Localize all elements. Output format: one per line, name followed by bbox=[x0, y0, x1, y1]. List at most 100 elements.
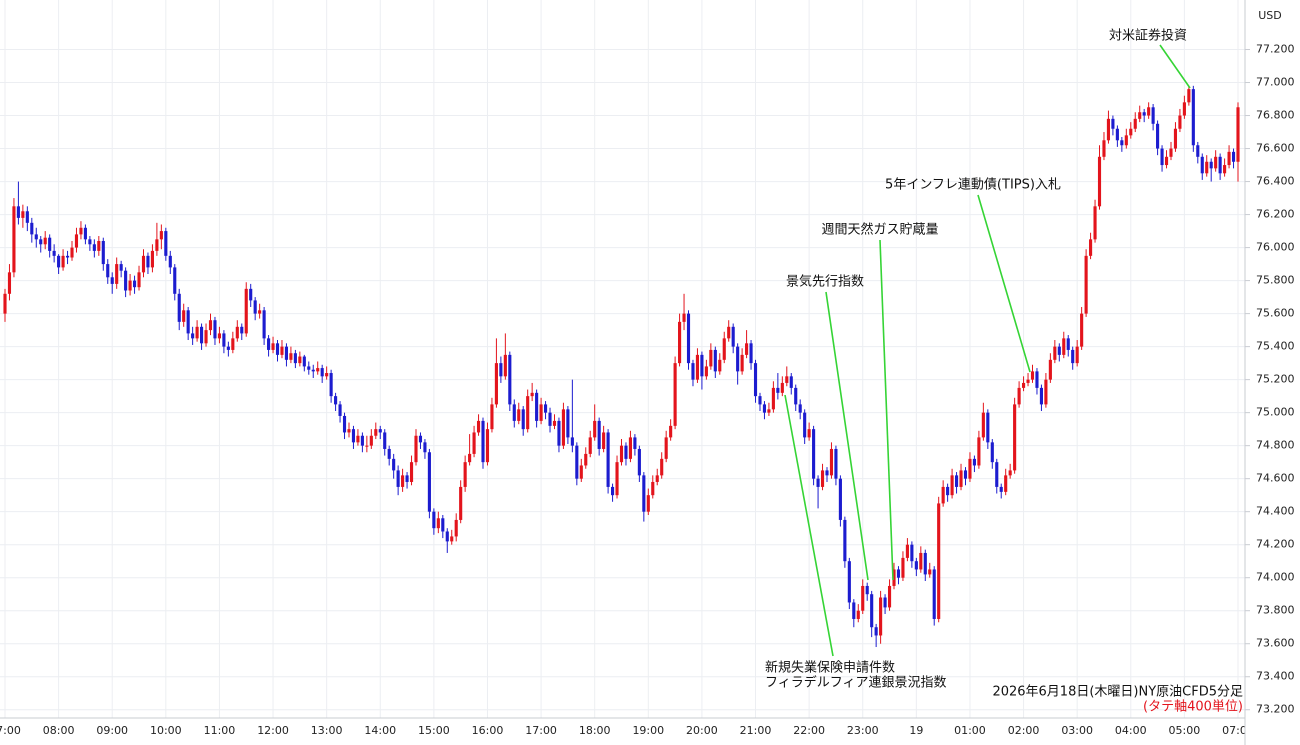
x-tick-label: 07:00 bbox=[0, 724, 21, 737]
candle-body bbox=[177, 293, 181, 322]
candle-body bbox=[92, 244, 96, 251]
candle-body bbox=[1013, 404, 1017, 471]
candle-body bbox=[968, 458, 972, 479]
x-tick-label: 13:00 bbox=[311, 724, 343, 737]
candle-body bbox=[110, 277, 114, 284]
candle-body bbox=[633, 437, 637, 449]
candle-body bbox=[946, 486, 950, 496]
candle-body bbox=[182, 310, 186, 322]
y-tick-label: 73.600 bbox=[1256, 637, 1295, 650]
candle-body bbox=[155, 239, 159, 251]
candle-body bbox=[597, 420, 601, 449]
candle-body bbox=[1084, 255, 1088, 314]
candle-body bbox=[503, 354, 507, 377]
candle-body bbox=[106, 264, 110, 278]
candle-body bbox=[401, 475, 405, 487]
candle-body bbox=[21, 211, 25, 218]
candle-body bbox=[1102, 140, 1106, 157]
candle-body bbox=[624, 445, 628, 459]
candle-body bbox=[338, 404, 342, 416]
x-tick-label: 14:00 bbox=[364, 724, 396, 737]
candle-body bbox=[3, 293, 7, 314]
candle-body bbox=[767, 409, 771, 413]
candle-body bbox=[240, 326, 244, 334]
candle-body bbox=[387, 448, 391, 459]
candle-body bbox=[1030, 371, 1035, 380]
candle-body bbox=[879, 597, 883, 636]
candle-body bbox=[468, 453, 472, 463]
candle-body bbox=[235, 326, 239, 339]
x-tick-label: 23:00 bbox=[847, 724, 879, 737]
candle-body bbox=[651, 481, 655, 496]
candle-body bbox=[709, 349, 713, 367]
candle-body bbox=[436, 518, 440, 529]
y-tick-label: 76.600 bbox=[1256, 142, 1295, 155]
candle-body bbox=[794, 387, 798, 405]
candle-body bbox=[159, 231, 163, 240]
candle-body bbox=[405, 475, 409, 482]
candle-body bbox=[745, 343, 749, 355]
candle-body bbox=[164, 231, 168, 256]
candle-body bbox=[1214, 156, 1218, 169]
x-tick-label: 03:00 bbox=[1061, 724, 1093, 737]
candle-body bbox=[168, 255, 172, 268]
candle-body bbox=[88, 239, 92, 245]
candle-body bbox=[195, 326, 199, 339]
candle-body bbox=[753, 363, 758, 397]
annotation: 週間天然ガス貯蔵量 bbox=[821, 222, 938, 238]
y-tick-label: 74.800 bbox=[1256, 439, 1295, 452]
candle-body bbox=[1169, 148, 1173, 157]
candle-body bbox=[1138, 112, 1142, 119]
candle-body bbox=[418, 435, 423, 443]
candle-body bbox=[691, 363, 695, 380]
annotation: フィラデルフィア連銀景況指数 bbox=[765, 675, 946, 691]
candle-body bbox=[758, 396, 762, 405]
candle-body bbox=[275, 343, 280, 355]
candle-body bbox=[736, 346, 740, 372]
candle-body bbox=[557, 420, 561, 446]
candle-body bbox=[1120, 140, 1124, 146]
candle-body bbox=[713, 349, 717, 372]
candle-body bbox=[52, 250, 56, 256]
candle-body bbox=[937, 503, 941, 619]
candle-body bbox=[43, 237, 47, 245]
candle-body bbox=[16, 206, 20, 218]
candle-body bbox=[1093, 206, 1097, 240]
candle-body bbox=[231, 338, 235, 350]
candle-body bbox=[530, 392, 534, 397]
candle-body bbox=[360, 435, 364, 446]
candle-body bbox=[30, 222, 34, 235]
candle-body bbox=[1151, 107, 1155, 124]
candle-body bbox=[838, 478, 842, 520]
candle-body bbox=[950, 475, 954, 496]
x-tick-label: 08:00 bbox=[43, 724, 75, 737]
annotation-leader bbox=[784, 394, 834, 657]
candle-body bbox=[762, 404, 767, 413]
annotation-leader bbox=[977, 194, 1031, 373]
candle-body bbox=[115, 264, 119, 284]
candle-body bbox=[816, 478, 820, 487]
candle-body bbox=[204, 330, 208, 344]
y-tick-label: 74.600 bbox=[1256, 472, 1295, 485]
candle-body bbox=[476, 420, 481, 433]
candle-body bbox=[508, 354, 512, 405]
candle-body bbox=[173, 267, 177, 294]
candle-body bbox=[722, 338, 726, 360]
x-tick-label: 09:00 bbox=[96, 724, 128, 737]
candle-body bbox=[727, 326, 731, 339]
candle-body bbox=[472, 432, 476, 454]
candle-body bbox=[262, 310, 266, 339]
candle-body bbox=[39, 239, 43, 245]
candle-body bbox=[369, 435, 373, 446]
candle-body bbox=[896, 569, 901, 578]
candle-body bbox=[1231, 151, 1236, 162]
candle-body bbox=[7, 272, 12, 294]
candle-body bbox=[347, 429, 351, 433]
candle-body bbox=[289, 353, 293, 360]
y-axis: 73.200 73.400 73.600 73.800 74.000 74.200 74.4… bbox=[1245, 43, 1295, 716]
y-axis-label: USD bbox=[1258, 9, 1282, 22]
candle-body bbox=[865, 585, 869, 595]
candle-body bbox=[150, 250, 154, 268]
candle-body bbox=[1218, 156, 1222, 174]
annotation: 5年インフレ連動債(TIPS)入札 bbox=[885, 178, 1061, 193]
